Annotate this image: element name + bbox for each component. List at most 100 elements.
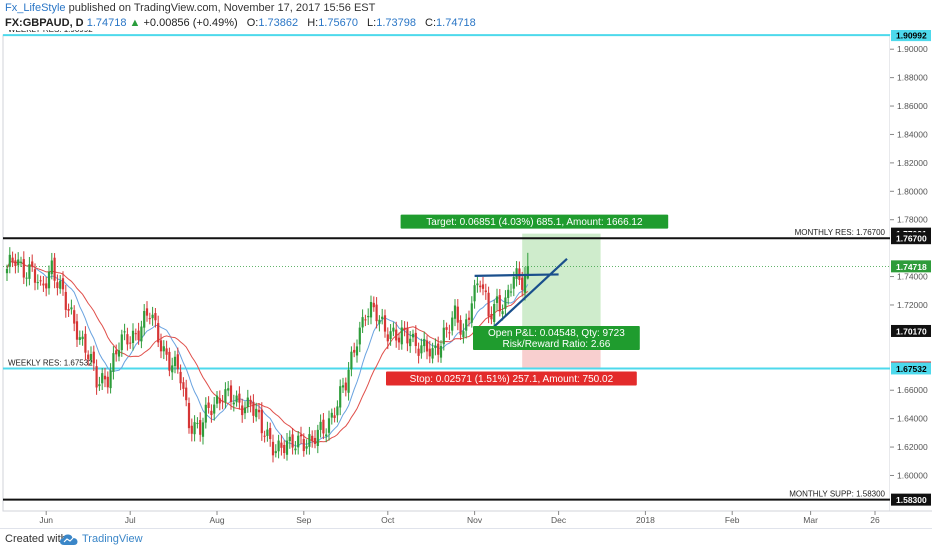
level-label-1: MONTHLY RES: 1.76700	[795, 228, 886, 237]
author-link[interactable]: Fx_LifeStyle	[5, 2, 66, 14]
candle-body	[378, 319, 381, 324]
candle-body	[145, 308, 149, 316]
open-value: 1.73862	[258, 17, 299, 29]
published-text: published on TradingView.com, November 1…	[68, 2, 376, 14]
candle-body	[425, 340, 429, 352]
candle-body	[218, 398, 221, 404]
target-zone	[522, 233, 601, 331]
candle-body	[61, 278, 65, 290]
candle-body	[299, 434, 303, 437]
candle-body	[201, 422, 205, 437]
high-value: 1.75670	[318, 17, 358, 29]
candle-body	[140, 326, 143, 342]
price-axis: 1.90000 1.88000 1.86000 1.84000 1.82000 1.800…	[890, 30, 932, 511]
candle-body	[199, 420, 202, 435]
candle-body	[369, 302, 373, 318]
price-tick: 1.78000	[897, 215, 928, 225]
candle-body	[115, 350, 118, 355]
candle-body	[333, 415, 336, 418]
candle-body	[451, 317, 454, 331]
close-label: C:	[425, 17, 437, 29]
candle-body	[406, 327, 409, 344]
candle-body	[154, 313, 157, 321]
candle-body	[313, 437, 317, 444]
candle-body	[453, 305, 457, 319]
open-label: O:	[246, 17, 259, 29]
candle-body	[344, 382, 347, 391]
time-tick: Dec	[551, 515, 567, 525]
plot-frame	[2, 34, 891, 512]
candle-body	[56, 282, 59, 289]
candle-body	[330, 412, 333, 418]
candle-body	[196, 422, 199, 424]
candle-body	[33, 269, 37, 283]
candle-body	[507, 289, 510, 298]
candle-body	[78, 337, 81, 340]
rr-label: Risk/Reward Ratio: 2.66	[502, 339, 610, 350]
candle-body	[490, 314, 493, 320]
candle-body	[173, 356, 177, 367]
candle-body	[383, 315, 387, 332]
candle-body	[75, 321, 79, 340]
candle-body	[143, 311, 146, 328]
last-price: 1.74718	[86, 17, 127, 29]
candle-body	[39, 280, 42, 282]
chart-publish-line: Fx_LifeStyle published on TradingView.co…	[5, 2, 375, 14]
time-tick: Sep	[296, 515, 311, 525]
candle-body	[409, 338, 412, 347]
candle-body	[151, 314, 154, 319]
price-label-box	[891, 362, 931, 375]
candle-body	[336, 406, 339, 416]
candle-body	[325, 434, 328, 437]
level-label-3: MONTHLY SUPP: 1.58300	[789, 490, 885, 499]
price-label: 1.90992	[896, 31, 927, 41]
price-tick: 1.60000	[897, 470, 928, 480]
candle-body	[59, 280, 62, 289]
candle-body	[277, 440, 280, 452]
time-tick: 26	[870, 515, 880, 525]
candle-body	[291, 434, 294, 448]
candle-body	[165, 348, 168, 355]
candle-body	[120, 334, 123, 351]
symbol-label[interactable]: FX:GBPAUD, D	[5, 17, 84, 29]
candle-body	[439, 345, 443, 358]
low-label: L:	[367, 17, 377, 29]
candle-body	[375, 304, 378, 322]
candle-body	[8, 254, 11, 267]
tradingview-cloud-icon[interactable]	[60, 533, 78, 551]
candle-body	[112, 353, 115, 372]
candle-body	[364, 319, 367, 321]
candle-body	[123, 331, 126, 333]
candle-body	[162, 346, 165, 352]
candle-body	[22, 259, 25, 278]
price-label-box	[891, 493, 931, 506]
price-label: 1.67532	[896, 364, 927, 374]
candle-body	[73, 310, 76, 324]
candle-body	[168, 351, 171, 371]
price-label: 1.58300	[896, 495, 927, 505]
candle-body	[129, 342, 132, 344]
candle-body	[395, 329, 398, 341]
price-chart[interactable]: WEEKLY RES: 1.90992 MONTHLY RES: 1.76700 W…	[0, 30, 932, 528]
candle-body	[341, 385, 345, 388]
candle-body	[193, 422, 196, 435]
candle-body	[448, 332, 451, 334]
candle-body	[305, 446, 308, 449]
candle-body	[381, 316, 384, 319]
candle-body	[389, 331, 392, 340]
candle-body	[31, 261, 34, 267]
candle-body	[19, 261, 23, 263]
candle-body	[14, 260, 17, 266]
candle-body	[109, 370, 112, 389]
tradingview-brand[interactable]: TradingView	[82, 533, 143, 545]
candle-body	[322, 419, 325, 434]
candle-body	[241, 405, 244, 416]
time-tick: Nov	[467, 515, 483, 525]
candle-body	[229, 385, 233, 403]
candle-body	[92, 351, 95, 364]
candle-body	[283, 444, 286, 454]
candle-body	[479, 285, 482, 288]
trendline-1	[482, 257, 568, 338]
candle-body	[53, 257, 56, 281]
level-label-0: WEEKLY RES: 1.90992	[8, 30, 93, 34]
